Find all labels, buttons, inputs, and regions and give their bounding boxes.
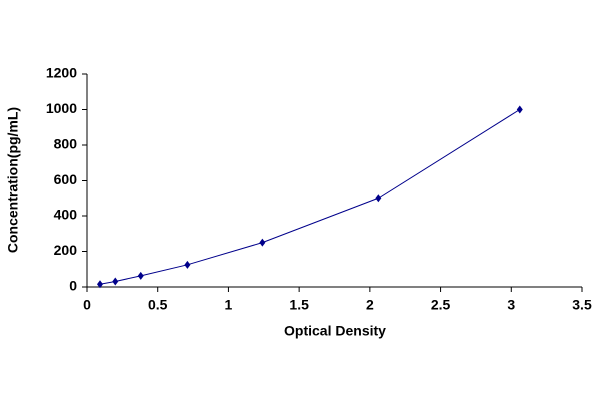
data-point <box>137 271 144 280</box>
x-tick-label: 1 <box>225 297 233 313</box>
data-point <box>516 105 523 114</box>
data-point <box>259 238 266 247</box>
x-tick-label: 1.5 <box>289 297 309 313</box>
y-tick-label: 400 <box>54 207 78 223</box>
data-point <box>375 194 382 203</box>
y-tick-label: 0 <box>69 278 77 294</box>
x-axis-label: Optical Density <box>284 323 386 339</box>
x-tick-label: 2.5 <box>431 297 451 313</box>
y-tick-label: 1000 <box>46 100 77 116</box>
x-tick-label: 2 <box>366 297 374 313</box>
data-point <box>97 280 104 289</box>
x-tick-label: 3.5 <box>572 297 592 313</box>
y-tick-label: 200 <box>54 242 78 258</box>
y-tick-label: 1200 <box>46 65 77 81</box>
x-tick-label: 3 <box>507 297 515 313</box>
y-axis-label: Concentration(pg/mL) <box>5 107 21 253</box>
x-tick-label: 0 <box>83 297 91 313</box>
data-point <box>184 260 191 269</box>
y-tick-label: 800 <box>54 136 78 152</box>
x-tick-label: 0.5 <box>148 297 168 313</box>
fit-line <box>99 109 521 285</box>
y-tick-label: 600 <box>54 171 78 187</box>
data-point <box>112 277 119 286</box>
